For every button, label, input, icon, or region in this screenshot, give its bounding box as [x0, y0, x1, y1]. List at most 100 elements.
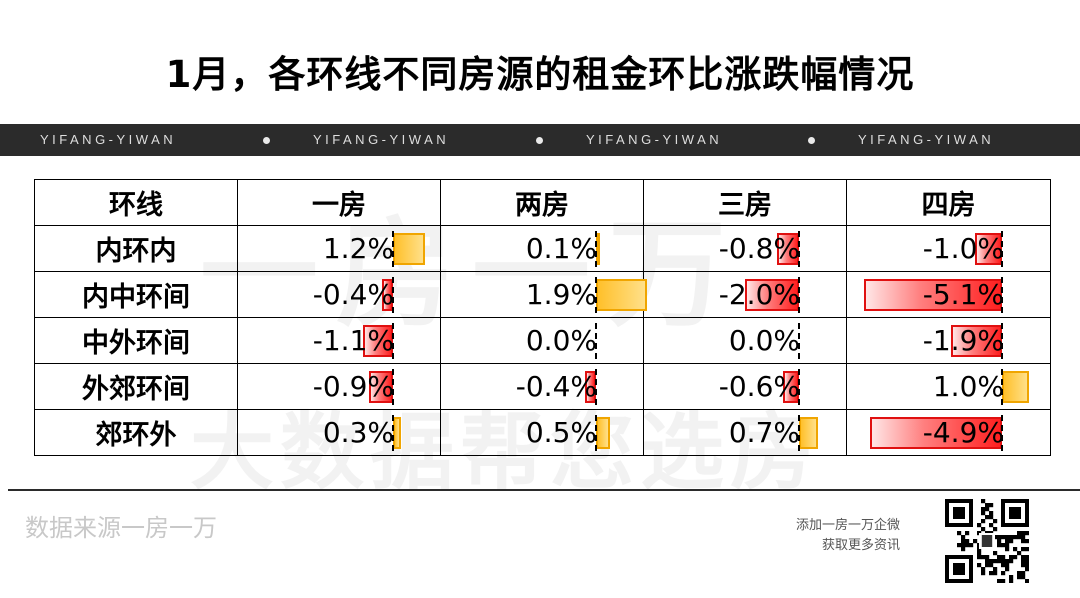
- value-label: 0.5%: [525, 416, 597, 449]
- value-cell: 1.2%: [237, 225, 441, 272]
- value-label: 0.7%: [728, 416, 800, 449]
- zero-axis-line: [595, 323, 597, 359]
- negative-data-bar: [869, 417, 1002, 449]
- value-label: 1.0%: [932, 370, 1004, 403]
- row-label: 外郊环间: [34, 363, 238, 410]
- value-label: 0.1%: [525, 232, 597, 265]
- value-cell: -1.9%: [846, 317, 1051, 364]
- zero-axis-line: [392, 323, 394, 359]
- table-row: 内环内 1.2% 0.1% -0.8% -1.0%: [34, 225, 1051, 272]
- row-label: 内中环间: [34, 271, 238, 318]
- table-header-row: 环线 一房 两房 三房 四房: [34, 179, 1051, 226]
- banner-text: YIFANG-YIWAN: [40, 132, 177, 147]
- positive-data-bar: [393, 417, 402, 449]
- header-column: 三房: [643, 179, 847, 226]
- value-label: -1.0%: [922, 232, 1004, 265]
- page-title: 1月，各环线不同房源的租金环比涨跌幅情况: [165, 53, 915, 96]
- banner-text: YIFANG-YIWAN: [313, 132, 450, 147]
- banner-dot: [536, 137, 543, 144]
- value-label: -4.9%: [922, 416, 1004, 449]
- row-label: 内环内: [34, 225, 238, 272]
- zero-axis-line: [392, 415, 394, 451]
- value-label: 1.9%: [525, 278, 597, 311]
- zero-axis-line: [392, 231, 394, 267]
- value-cell: 0.1%: [440, 225, 644, 272]
- value-label: -1.1%: [312, 324, 394, 357]
- value-cell: 0.7%: [643, 409, 847, 456]
- banner-text: YIFANG-YIWAN: [586, 132, 723, 147]
- value-cell: 1.0%: [846, 363, 1051, 410]
- value-cell: 1.9%: [440, 271, 648, 318]
- value-label: -2.0%: [718, 278, 800, 311]
- value-cell: 0.0%: [440, 317, 644, 364]
- value-label: -0.4%: [312, 278, 394, 311]
- table-row: 郊环外 0.3% 0.5% 0.7% -4.9%: [34, 409, 1051, 456]
- zero-axis-line: [1001, 369, 1003, 405]
- value-cell: -0.8%: [643, 225, 847, 272]
- value-label: 0.0%: [728, 324, 800, 357]
- value-cell: -2.0%: [643, 271, 847, 318]
- promo-line: 添加一房一万企微: [795, 518, 900, 533]
- value-cell: -0.9%: [237, 363, 441, 410]
- positive-data-bar: [596, 279, 648, 311]
- data-source-note: 数据来源一房一万: [25, 514, 217, 542]
- header-column: 两房: [440, 179, 644, 226]
- qr-code-icon[interactable]: [945, 499, 1029, 583]
- value-label: -5.1%: [922, 278, 1004, 311]
- banner-dot: [263, 137, 270, 144]
- zero-axis-line: [1001, 323, 1003, 359]
- value-label: -0.6%: [718, 370, 800, 403]
- negative-data-bar: [782, 371, 799, 403]
- data-table: 环线 一房 两房 三房 四房 内环内 1.2% 0.1% -0.8% -1.0% 内中环间…: [34, 179, 1051, 456]
- value-label: 1.2%: [322, 232, 394, 265]
- banner-dot: [808, 137, 815, 144]
- zero-axis-line: [1001, 277, 1003, 313]
- header-ring-road: 环线: [34, 179, 238, 226]
- zero-axis-line: [798, 277, 800, 313]
- value-cell: 0.0%: [643, 317, 847, 364]
- positive-data-bar: [393, 233, 426, 265]
- value-cell: -0.4%: [440, 363, 644, 410]
- value-cell: -0.4%: [237, 271, 441, 318]
- value-label: 0.0%: [525, 324, 597, 357]
- table-row: 内中环间 -0.4% 1.9% -2.0% -5.1%: [34, 271, 1051, 318]
- value-label: -0.8%: [718, 232, 800, 265]
- promo-line: 获取更多资讯: [821, 538, 900, 553]
- value-label: 0.3%: [322, 416, 394, 449]
- zero-axis-line: [1001, 415, 1003, 451]
- promo-text: 添加一房一万企微 获取更多资讯: [796, 516, 900, 556]
- zero-axis-line: [595, 369, 597, 405]
- value-label: -1.9%: [922, 324, 1004, 357]
- header-column: 一房: [237, 179, 441, 226]
- zero-axis-line: [798, 231, 800, 267]
- zero-axis-line: [595, 277, 597, 313]
- table-row: 中外环间 -1.1% 0.0% 0.0% -1.9%: [34, 317, 1051, 364]
- header-column: 四房: [846, 179, 1051, 226]
- zero-axis-line: [392, 369, 394, 405]
- value-cell: 0.5%: [440, 409, 644, 456]
- negative-data-bar: [864, 279, 1002, 311]
- value-cell: 0.3%: [237, 409, 441, 456]
- zero-axis-line: [595, 415, 597, 451]
- value-cell: -4.9%: [846, 409, 1051, 456]
- value-cell: -5.1%: [846, 271, 1051, 318]
- negative-data-bar: [368, 371, 393, 403]
- zero-axis-line: [798, 415, 800, 451]
- zero-axis-line: [595, 231, 597, 267]
- value-cell: -1.1%: [237, 317, 441, 364]
- positive-data-bar: [1002, 371, 1029, 403]
- banner-text: YIFANG-YIWAN: [858, 132, 995, 147]
- zero-axis-line: [798, 323, 800, 359]
- value-cell: -0.6%: [643, 363, 847, 410]
- negative-data-bar: [950, 325, 1002, 357]
- brand-banner: YIFANG-YIWAN YIFANG-YIWAN YIFANG-YIWAN Y…: [0, 124, 1080, 156]
- row-label: 郊环外: [34, 409, 238, 456]
- divider-line: [8, 489, 1080, 491]
- positive-data-bar: [596, 233, 600, 265]
- value-cell: -1.0%: [846, 225, 1051, 272]
- negative-data-bar: [363, 325, 393, 357]
- zero-axis-line: [392, 277, 394, 313]
- positive-data-bar: [799, 417, 818, 449]
- value-label: -0.9%: [312, 370, 394, 403]
- zero-axis-line: [798, 369, 800, 405]
